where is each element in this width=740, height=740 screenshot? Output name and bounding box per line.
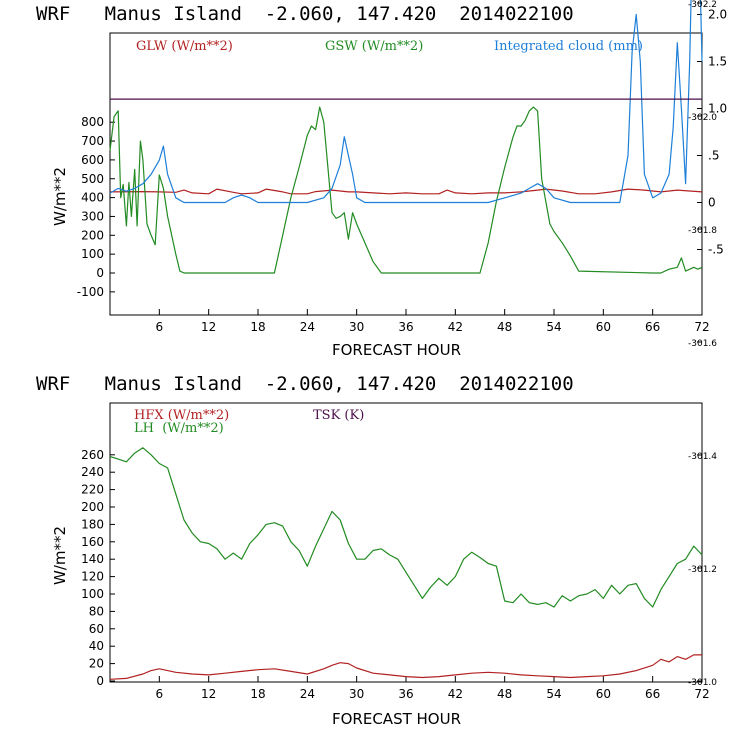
bottom-y-tick-label: 40 [89, 639, 104, 653]
top-y-tick-label: 100 [81, 247, 104, 261]
top-x-tick-label: 60 [596, 320, 611, 334]
top-y2-tick-label: 1.5 [708, 55, 727, 69]
bottom-plot-frame [109, 402, 703, 683]
bottom-series-hfx-line [109, 654, 702, 680]
top-x-tick-label: 72 [694, 320, 709, 334]
bottom-x-tick-label: 48 [497, 687, 512, 701]
bottom-y-tick-label: 260 [81, 448, 104, 462]
bottom-y-tick-label: 80 [89, 604, 104, 618]
bottom-y-tick-label: 160 [81, 535, 104, 549]
bottom-y-tick-label: 200 [81, 500, 104, 514]
bottom-chart: WRF Manus Island -2.060, 147.420 2014022… [36, 0, 717, 728]
top-legend-gsw: GSW (W/m**2) [325, 39, 423, 54]
top-x-tick-label: 48 [497, 320, 512, 334]
top-y2-tick-label: -.5 [708, 243, 724, 257]
top-x-tick-label: 12 [201, 320, 216, 334]
top-x-tick-label: 6 [156, 320, 164, 334]
top-y-tick-label: 300 [81, 209, 104, 223]
top-x-tick-label: 18 [250, 320, 265, 334]
top-series [109, 0, 703, 274]
top-y-tick-label: 400 [81, 191, 104, 205]
bottom-y-tick-label: 240 [81, 465, 104, 479]
top-y-tick-label: 500 [81, 172, 104, 186]
top-y-tick-label: 600 [81, 153, 104, 167]
bottom-y2-tick-label: -301.4 [688, 452, 717, 462]
bottom-x-tick-label: 6 [156, 687, 164, 701]
bottom-x-tick-label: 24 [300, 687, 315, 701]
top-x-tick-label: 36 [398, 320, 413, 334]
top-x-tick-label: 30 [349, 320, 364, 334]
top-x-tick-label: 66 [645, 320, 660, 334]
top-y-ticks: -100 0 100 200 300 400 500 600 700 800 [77, 115, 115, 299]
top-y-tick-label: 200 [81, 228, 104, 242]
bottom-y2-tick-label: -301.6 [688, 339, 717, 349]
bottom-y2-tick-label: -301.2 [688, 565, 717, 575]
bottom-y-tick-label: 100 [81, 587, 104, 601]
bottom-x-ticks: 6 12 18 24 30 36 42 48 54 60 66 72 [156, 676, 710, 701]
bottom-x-tick-label: 42 [448, 687, 463, 701]
bottom-y-tick-label: 60 [89, 622, 104, 636]
top-x-tick-label: 42 [448, 320, 463, 334]
bottom-x-axis-label: FORECAST HOUR [332, 710, 461, 728]
top-chart: WRF Manus Island -2.060, 147.420 2014022… [36, 0, 727, 359]
top-y-tick-label: 800 [81, 115, 104, 129]
bottom-y-tick-label: 220 [81, 483, 104, 497]
bottom-y2-ticks: -301.0 -301.2 -301.4 -301.6 -301.8 -302.0 -302… [688, 0, 717, 688]
bottom-y2-tick-label: -301.8 [688, 226, 717, 236]
bottom-x-tick-label: 66 [645, 687, 660, 701]
bottom-x-tick-label: 36 [398, 687, 413, 701]
bottom-y2-tick-label: -301.0 [688, 678, 717, 688]
bottom-x-tick-label: 60 [596, 687, 611, 701]
top-y2-ticks: -.50.51.01.52.02.53.03.54.0 [697, 8, 727, 257]
top-y-tick-label: -100 [77, 285, 104, 299]
bottom-x-tick-label: 72 [694, 687, 709, 701]
bottom-legend-lh: LH (W/m**2) [134, 421, 224, 436]
top-y2-tick-label: .5 [708, 149, 719, 163]
bottom-chart-title: WRF Manus Island -2.060, 147.420 2014022… [36, 373, 574, 395]
bottom-x-tick-label: 12 [201, 687, 216, 701]
bottom-legend-tsk: TSK (K) [313, 408, 364, 423]
bottom-y-tick-label: 120 [81, 570, 104, 584]
top-x-axis-label: FORECAST HOUR [332, 341, 461, 359]
bottom-y-ticks: 0 20 40 60 80 100 120 140 160 180 200 220 240 260 [81, 448, 115, 688]
bottom-x-tick-label: 54 [546, 687, 561, 701]
top-series-glw-line [109, 188, 703, 195]
bottom-x-tick-label: 30 [349, 687, 364, 701]
bottom-series [109, 98, 703, 680]
bottom-y-tick-label: 20 [89, 657, 104, 671]
bottom-series-lh-line [109, 447, 703, 608]
top-x-tick-label: 54 [546, 320, 561, 334]
top-series-gsw-line [109, 106, 703, 274]
top-y2-tick-label: 2.0 [708, 8, 727, 22]
bottom-y-axis-label: W/m**2 [51, 526, 69, 585]
bottom-y2-tick-label: -302.2 [688, 0, 717, 10]
top-series-integrated-line [109, 0, 703, 204]
top-y2-tick-label: 0 [708, 196, 716, 210]
bottom-x-tick-label: 18 [250, 687, 265, 701]
bottom-y-tick-label: 180 [81, 517, 104, 531]
top-chart-title: WRF Manus Island -2.060, 147.420 2014022… [36, 3, 574, 25]
top-y2-tick-label: 1.0 [708, 102, 727, 116]
top-x-ticks: 6 12 18 24 30 36 42 48 54 60 66 72 [156, 309, 710, 334]
top-legend-glw: GLW (W/m**2) [136, 39, 233, 54]
bottom-y-tick-label: 0 [96, 674, 104, 688]
bottom-legend-hfx: HFX (W/m**2) [134, 408, 229, 423]
top-y-tick-label: 0 [96, 266, 104, 280]
bottom-y-tick-label: 140 [81, 552, 104, 566]
top-y-axis-label: W/m**2 [51, 167, 69, 226]
top-x-tick-label: 24 [300, 320, 315, 334]
bottom-y2-tick-label: -302.0 [688, 113, 717, 123]
top-y-tick-label: 700 [81, 134, 104, 148]
top-legend-cloud: Integrated cloud (mm) [494, 39, 643, 54]
